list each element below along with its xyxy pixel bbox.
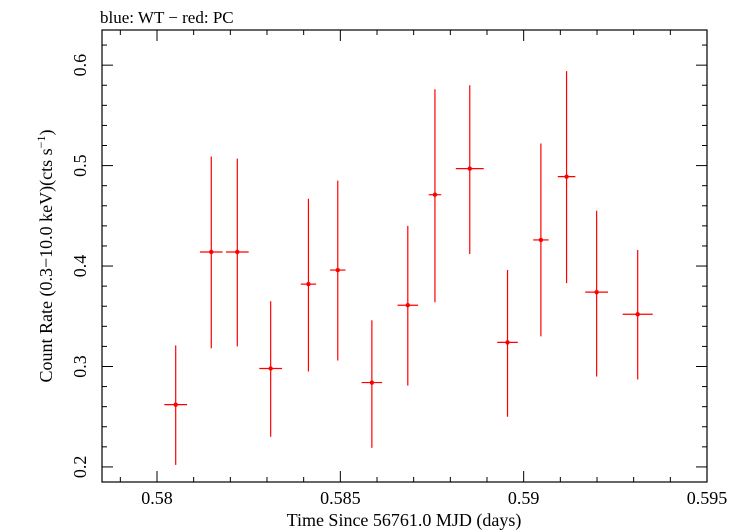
chart-title: blue: WT − red: PC [100, 8, 234, 27]
y-tick-label: 0.2 [70, 456, 90, 479]
data-point [300, 198, 317, 372]
data-point [164, 345, 188, 465]
plot-frame [101, 29, 708, 483]
data-point [455, 85, 484, 254]
data-point [497, 270, 518, 417]
data-marker [235, 249, 240, 255]
y-tick-label: 0.6 [70, 54, 90, 77]
data-marker [538, 237, 544, 243]
data-marker [635, 312, 640, 317]
data-marker [594, 289, 599, 295]
data-marker [209, 249, 214, 255]
x-tick-labels: 0.58 0.585 0.59 0.595 [141, 488, 727, 508]
y-tick-label: 0.5 [70, 154, 90, 177]
data-point [361, 320, 383, 448]
data-marker [505, 340, 510, 345]
data-point [622, 249, 653, 380]
y-tick-label: 0.3 [70, 355, 90, 378]
x-tick-label: 0.58 [141, 488, 173, 508]
x-tick-label: 0.59 [508, 488, 540, 508]
x-axis-label: Time Since 56761.0 MJD (days) [287, 510, 522, 531]
data-point [397, 225, 419, 386]
axis-ticks [102, 30, 708, 482]
y-axis-label: Count Rate (0.3−10.0 keV)(cts s−1) [34, 130, 57, 383]
data-marker [335, 267, 340, 273]
data-marker [306, 281, 311, 287]
y-axis-label-superscript: −1 [34, 136, 48, 149]
y-axis-label-end: ) [36, 130, 57, 136]
data-marker [405, 303, 410, 308]
data-point [225, 158, 249, 347]
x-tick-label: 0.595 [687, 488, 728, 508]
data-point [259, 301, 283, 437]
data-point [330, 180, 346, 361]
data-marker [467, 166, 472, 171]
x-tick-label: 0.585 [320, 488, 361, 508]
data-marker [564, 174, 569, 179]
data-point [585, 210, 608, 377]
y-tick-labels: 0.2 0.3 0.4 0.5 0.6 [70, 54, 90, 478]
data-points [164, 71, 653, 465]
data-point [533, 143, 549, 337]
y-tick-label: 0.4 [70, 255, 90, 278]
data-point [199, 156, 223, 349]
y-axis-label-main: Count Rate (0.3−10.0 keV)(cts s [36, 148, 57, 382]
data-marker [268, 366, 273, 371]
data-marker [432, 192, 438, 197]
data-point [428, 89, 442, 303]
data-marker [369, 380, 375, 385]
data-point [557, 71, 576, 284]
data-marker [173, 402, 178, 407]
